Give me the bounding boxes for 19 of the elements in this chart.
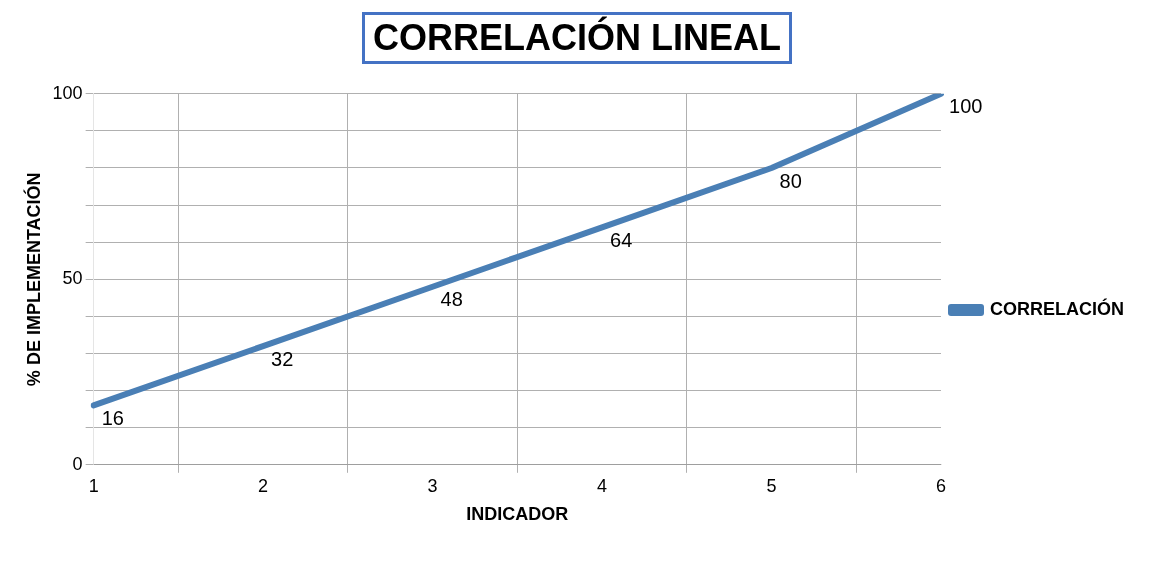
y-axis-title: % DE IMPLEMENTACIÓN (22, 172, 44, 387)
legend-label: CORRELACIÓN (990, 297, 1124, 319)
data-label: 100 (949, 95, 983, 118)
y-tick-label: 50 (62, 268, 83, 289)
data-label: 16 (101, 406, 124, 429)
x-tick-label: 2 (258, 475, 269, 496)
x-tick-label: 1 (88, 475, 99, 496)
x-tick-label: 4 (597, 475, 608, 496)
data-label: 80 (779, 169, 802, 192)
data-label: 64 (610, 228, 633, 251)
x-tick-label: 5 (766, 475, 777, 496)
data-label: 32 (271, 347, 294, 370)
y-tick-label: 100 (52, 82, 83, 103)
x-tick-label: 3 (427, 475, 438, 496)
x-axis-title: INDICADOR (466, 504, 569, 525)
y-tick-label: 0 (72, 453, 83, 474)
x-tick-label: 6 (935, 475, 947, 496)
data-label: 48 (440, 288, 463, 311)
chart-title: CORRELACIÓN LINEAL (362, 12, 792, 64)
